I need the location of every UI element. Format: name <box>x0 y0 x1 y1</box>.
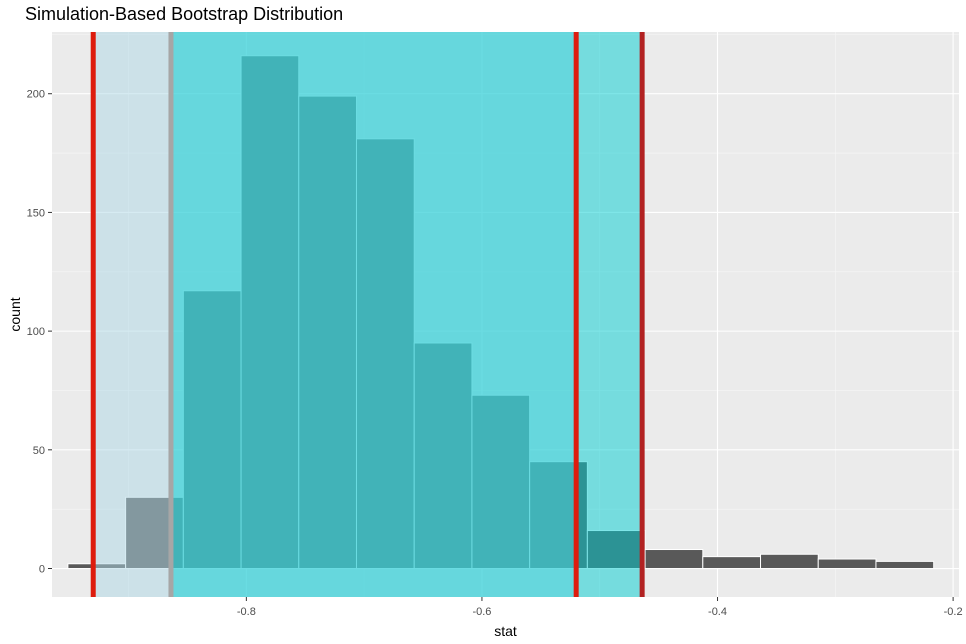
y-axis-ticks: 0 50 100 150 200 <box>27 89 52 576</box>
shaded-intervals <box>93 32 643 597</box>
histogram-bar <box>875 560 935 570</box>
y-tick-label: 200 <box>27 89 45 101</box>
y-tick-label: 50 <box>33 445 45 457</box>
histogram-bar <box>702 556 762 570</box>
histogram-bar <box>760 553 819 570</box>
x-tick-label: -0.4 <box>708 606 727 618</box>
y-tick-label: 150 <box>27 207 45 219</box>
x-tick-label: -0.8 <box>237 606 256 618</box>
histogram-bar <box>644 549 704 570</box>
x-tick-label: -0.2 <box>944 606 963 618</box>
y-axis-label: count <box>7 297 23 331</box>
y-tick-label: 0 <box>39 564 45 576</box>
histogram-bar <box>817 558 877 570</box>
x-axis-ticks: -0.8 -0.6 -0.4 -0.2 <box>237 597 963 618</box>
chart-title: Simulation-Based Bootstrap Distribution <box>25 4 344 24</box>
y-tick-label: 100 <box>27 326 45 338</box>
shaded-interval <box>170 32 643 597</box>
x-tick-label: -0.6 <box>472 606 491 618</box>
x-axis-label: stat <box>494 623 517 639</box>
interval-lines <box>90 32 645 597</box>
